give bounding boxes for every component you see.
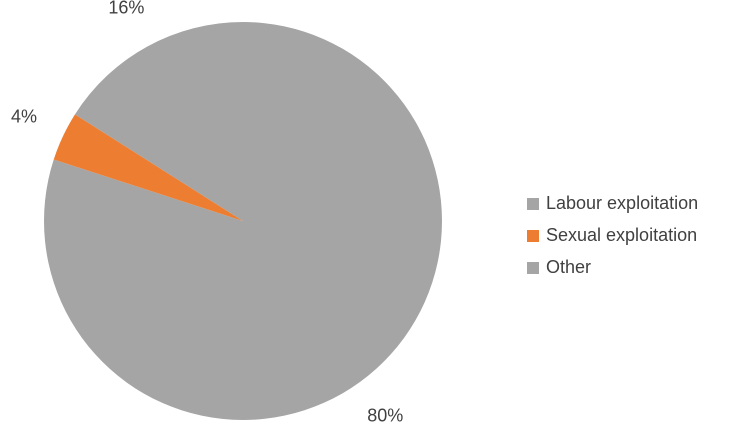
data-label: 4%	[11, 107, 37, 127]
pie-slice	[53, 114, 244, 221]
legend-label: Labour exploitation	[546, 193, 698, 213]
pie-slice	[44, 22, 443, 420]
data-label: 16%	[108, 0, 144, 18]
legend-swatch	[527, 230, 539, 242]
legend-label: Other	[546, 257, 591, 277]
legend-swatch	[527, 198, 539, 210]
legend-swatch	[527, 262, 539, 274]
legend-label: Sexual exploitation	[546, 225, 697, 245]
pie-slice	[74, 22, 243, 221]
data-label: 80%	[367, 406, 403, 426]
